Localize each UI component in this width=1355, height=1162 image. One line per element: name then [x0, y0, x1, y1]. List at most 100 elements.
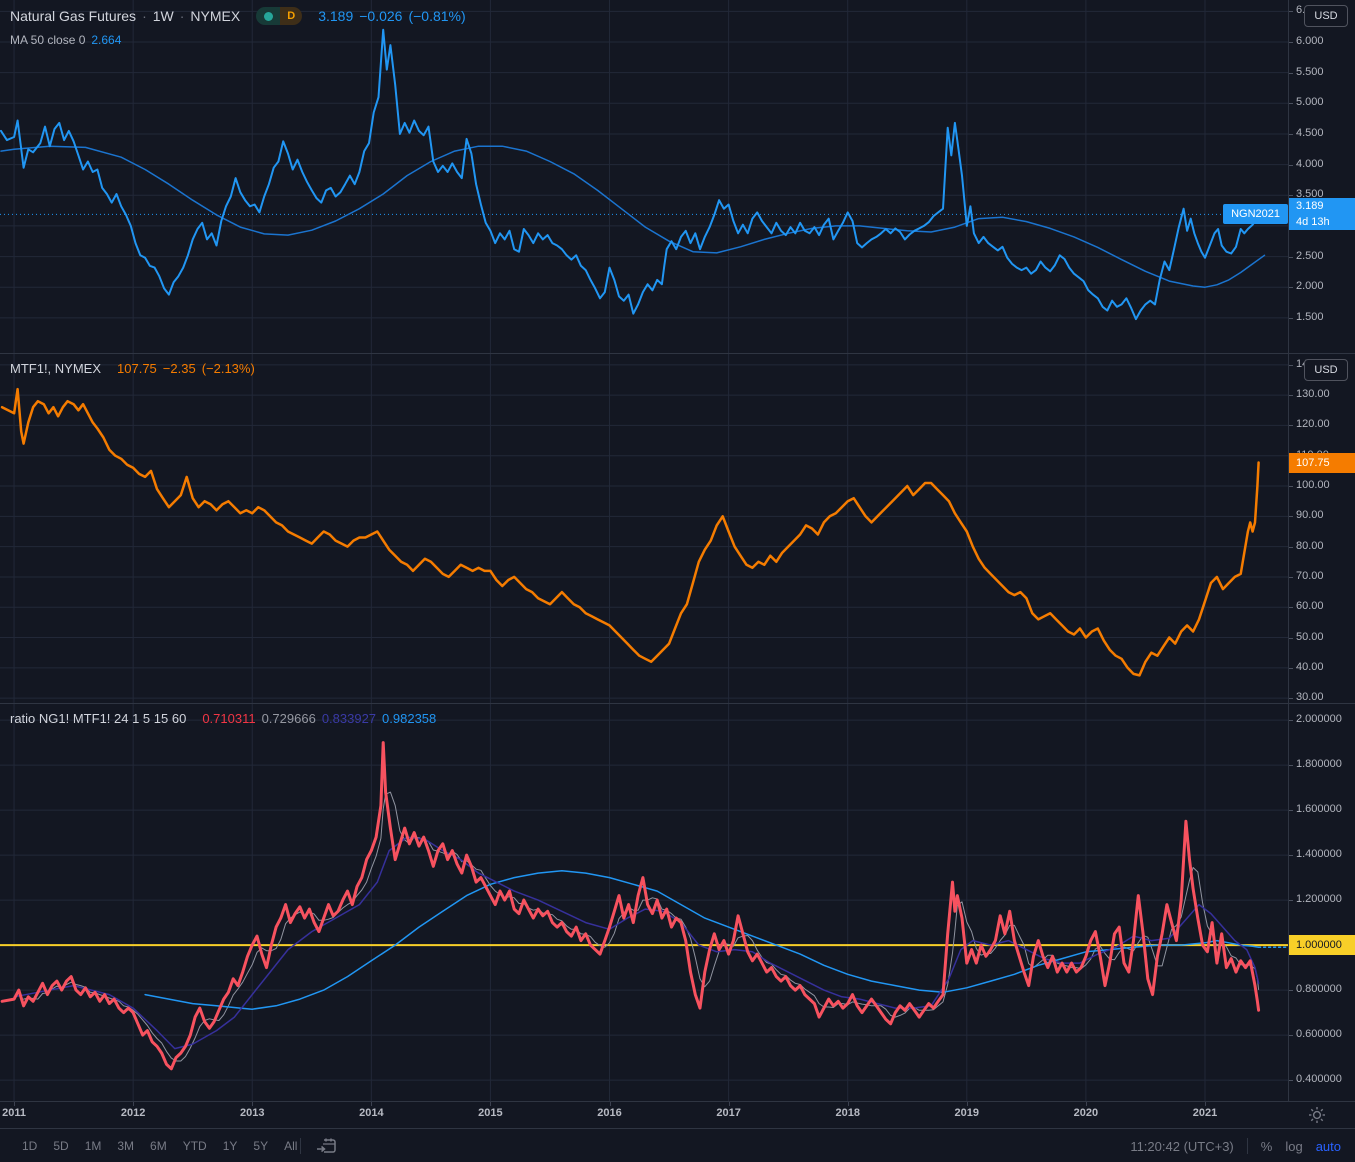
price-tick-label: 30.00 — [1296, 691, 1324, 704]
mtf-symbol-title[interactable]: MTF1!, NYMEX — [10, 361, 102, 376]
ratio-ma5-value: 0.729666 — [261, 711, 316, 726]
badge-price: 3.189 — [1296, 200, 1324, 213]
price-tick — [1289, 990, 1293, 992]
currency-button-usd-pane2[interactable]: USD — [1304, 359, 1348, 381]
interval-label[interactable]: 1W — [152, 8, 174, 24]
range-button-1d[interactable]: 1D — [22, 1139, 38, 1153]
range-button-ytd[interactable]: YTD — [182, 1139, 207, 1153]
ma-indicator-label[interactable]: MA 50 close 0 — [10, 33, 86, 47]
mtf-last-price: 107.75 — [117, 361, 157, 376]
year-label: 2020 — [1073, 1107, 1099, 1119]
price-tick — [1289, 425, 1293, 427]
year-tick — [252, 1102, 254, 1106]
price-tick-label: 40.00 — [1296, 660, 1324, 673]
year-label: 2016 — [597, 1107, 622, 1119]
last-price-badge: 3.189 4d 13h — [1289, 198, 1355, 231]
price-tick-label: 2.000 — [1296, 280, 1324, 293]
year-tick — [371, 1102, 373, 1106]
go-to-date-icon[interactable] — [316, 1136, 338, 1156]
year-label: 2012 — [120, 1107, 146, 1119]
ratio-pane[interactable]: ratio NG1! MTF1! 24 1 5 15 60 0.710311 0… — [0, 703, 1288, 1101]
price-tick-label: 1.500 — [1296, 310, 1324, 323]
ratio-chart[interactable] — [0, 703, 1288, 1101]
price-tick-label: 90.00 — [1296, 509, 1324, 522]
time-axis[interactable]: 2011 2012 2013 2014 2015 2016 2017 2018 2019 2020… — [0, 1101, 1355, 1128]
price-tick — [1289, 720, 1293, 722]
price-tick-label: 2.000000 — [1296, 713, 1342, 726]
price-axis[interactable]: 6.5006.0005.5005.0004.5004.0003.5003.000… — [1288, 0, 1355, 1128]
year-label: 2019 — [954, 1107, 980, 1119]
year-label: 2013 — [239, 1107, 265, 1119]
pane-separator[interactable] — [0, 353, 1355, 354]
mtf-pane[interactable]: MTF1!, NYMEX 107.75 −2.35 (−2.13%) MTFM2… — [0, 353, 1288, 703]
price-tick-label: 6.000 — [1296, 34, 1324, 47]
price-tick — [1289, 486, 1293, 488]
price-tick — [1289, 576, 1293, 578]
date-range-buttons: 1D 5D 1M 3M 6M YTD 1Y 5Y All — [14, 1129, 305, 1162]
log-scale-button[interactable]: log — [1285, 1138, 1303, 1154]
range-button-all[interactable]: All — [284, 1139, 298, 1153]
year-tick — [966, 1102, 968, 1106]
ratio-ma60-value: 0.982358 — [382, 711, 437, 726]
price-chart[interactable] — [0, 0, 1288, 353]
year-label: 2014 — [359, 1107, 384, 1119]
year-label: 2018 — [835, 1107, 860, 1119]
range-button-3m[interactable]: 3M — [117, 1139, 135, 1153]
axis-settings-gear-icon[interactable] — [1308, 1106, 1326, 1124]
price-tick — [1289, 164, 1293, 166]
ratio-indicator-title[interactable]: ratio NG1! MTF1! 24 1 5 15 60 — [10, 711, 187, 726]
year-tick — [847, 1102, 849, 1106]
price-tick-label: 1.400000 — [1296, 848, 1342, 861]
price-change: −0.026 — [359, 8, 403, 24]
range-button-1m[interactable]: 1M — [84, 1139, 102, 1153]
last-price: 3.189 — [318, 8, 354, 24]
price-tick-label: 70.00 — [1296, 569, 1324, 582]
price-tick — [1289, 317, 1293, 319]
currency-button-usd-pane1[interactable]: USD — [1304, 5, 1348, 27]
mtf-price-change: −2.35 — [162, 361, 196, 376]
range-button-5y[interactable]: 5Y — [253, 1139, 269, 1153]
price-tick — [1289, 41, 1293, 43]
price-tick-label: 100.00 — [1296, 479, 1330, 492]
percent-scale-button[interactable]: % — [1260, 1138, 1273, 1154]
market-status-toggle[interactable]: D — [256, 7, 303, 25]
price-tick — [1289, 546, 1293, 548]
price-tick — [1289, 698, 1293, 700]
symbol-title[interactable]: Natural Gas Futures — [10, 8, 137, 24]
price-tick-label: 120.00 — [1296, 418, 1330, 431]
exchange-label[interactable]: NYMEX — [190, 8, 241, 24]
toolbar-divider — [300, 1138, 301, 1154]
title-separator: · — [142, 8, 147, 24]
bottom-toolbar: 1D 5D 1M 3M 6M YTD 1Y 5Y All 11:20:42 (UTC+3) % … — [0, 1128, 1355, 1162]
price-tick — [1289, 667, 1293, 669]
mtf-price-change-pct: (−2.13%) — [201, 361, 255, 376]
range-button-5d[interactable]: 5D — [53, 1139, 69, 1153]
title-separator: · — [179, 8, 185, 24]
session-clock[interactable]: 11:20:42 (UTC+3) — [1130, 1138, 1234, 1154]
pane-separator[interactable] — [0, 703, 1355, 704]
mtf-chart[interactable] — [0, 353, 1288, 703]
price-pane[interactable]: Natural Gas Futures · 1W · NYMEX D 3.189… — [0, 0, 1288, 353]
price-tick-label: 2.500 — [1296, 249, 1324, 262]
series-label-ngn2021: NGN2021 — [1223, 204, 1288, 225]
price-tick-label: 1.800000 — [1296, 758, 1342, 771]
year-tick — [728, 1102, 730, 1106]
year-tick — [490, 1102, 492, 1106]
ratio-ma15-value: 0.833927 — [321, 711, 377, 726]
range-button-6m[interactable]: 6M — [150, 1139, 167, 1153]
auto-scale-button[interactable]: auto — [1315, 1138, 1341, 1154]
year-label: 2021 — [1192, 1107, 1218, 1119]
year-tick — [609, 1102, 611, 1106]
daily-data-badge: D — [280, 7, 303, 25]
price-tick-label: 5.500 — [1296, 65, 1324, 78]
price-tick-label: 4.000 — [1296, 157, 1324, 170]
price-tick-label: 3.500 — [1296, 188, 1324, 201]
ratio-value: 0.710311 — [202, 711, 256, 726]
price-tick — [1289, 256, 1293, 258]
price-tick — [1289, 1035, 1293, 1037]
price-tick — [1289, 133, 1293, 135]
year-tick — [1085, 1102, 1087, 1106]
market-open-dot-icon — [256, 7, 281, 25]
range-button-1y[interactable]: 1Y — [222, 1139, 238, 1153]
